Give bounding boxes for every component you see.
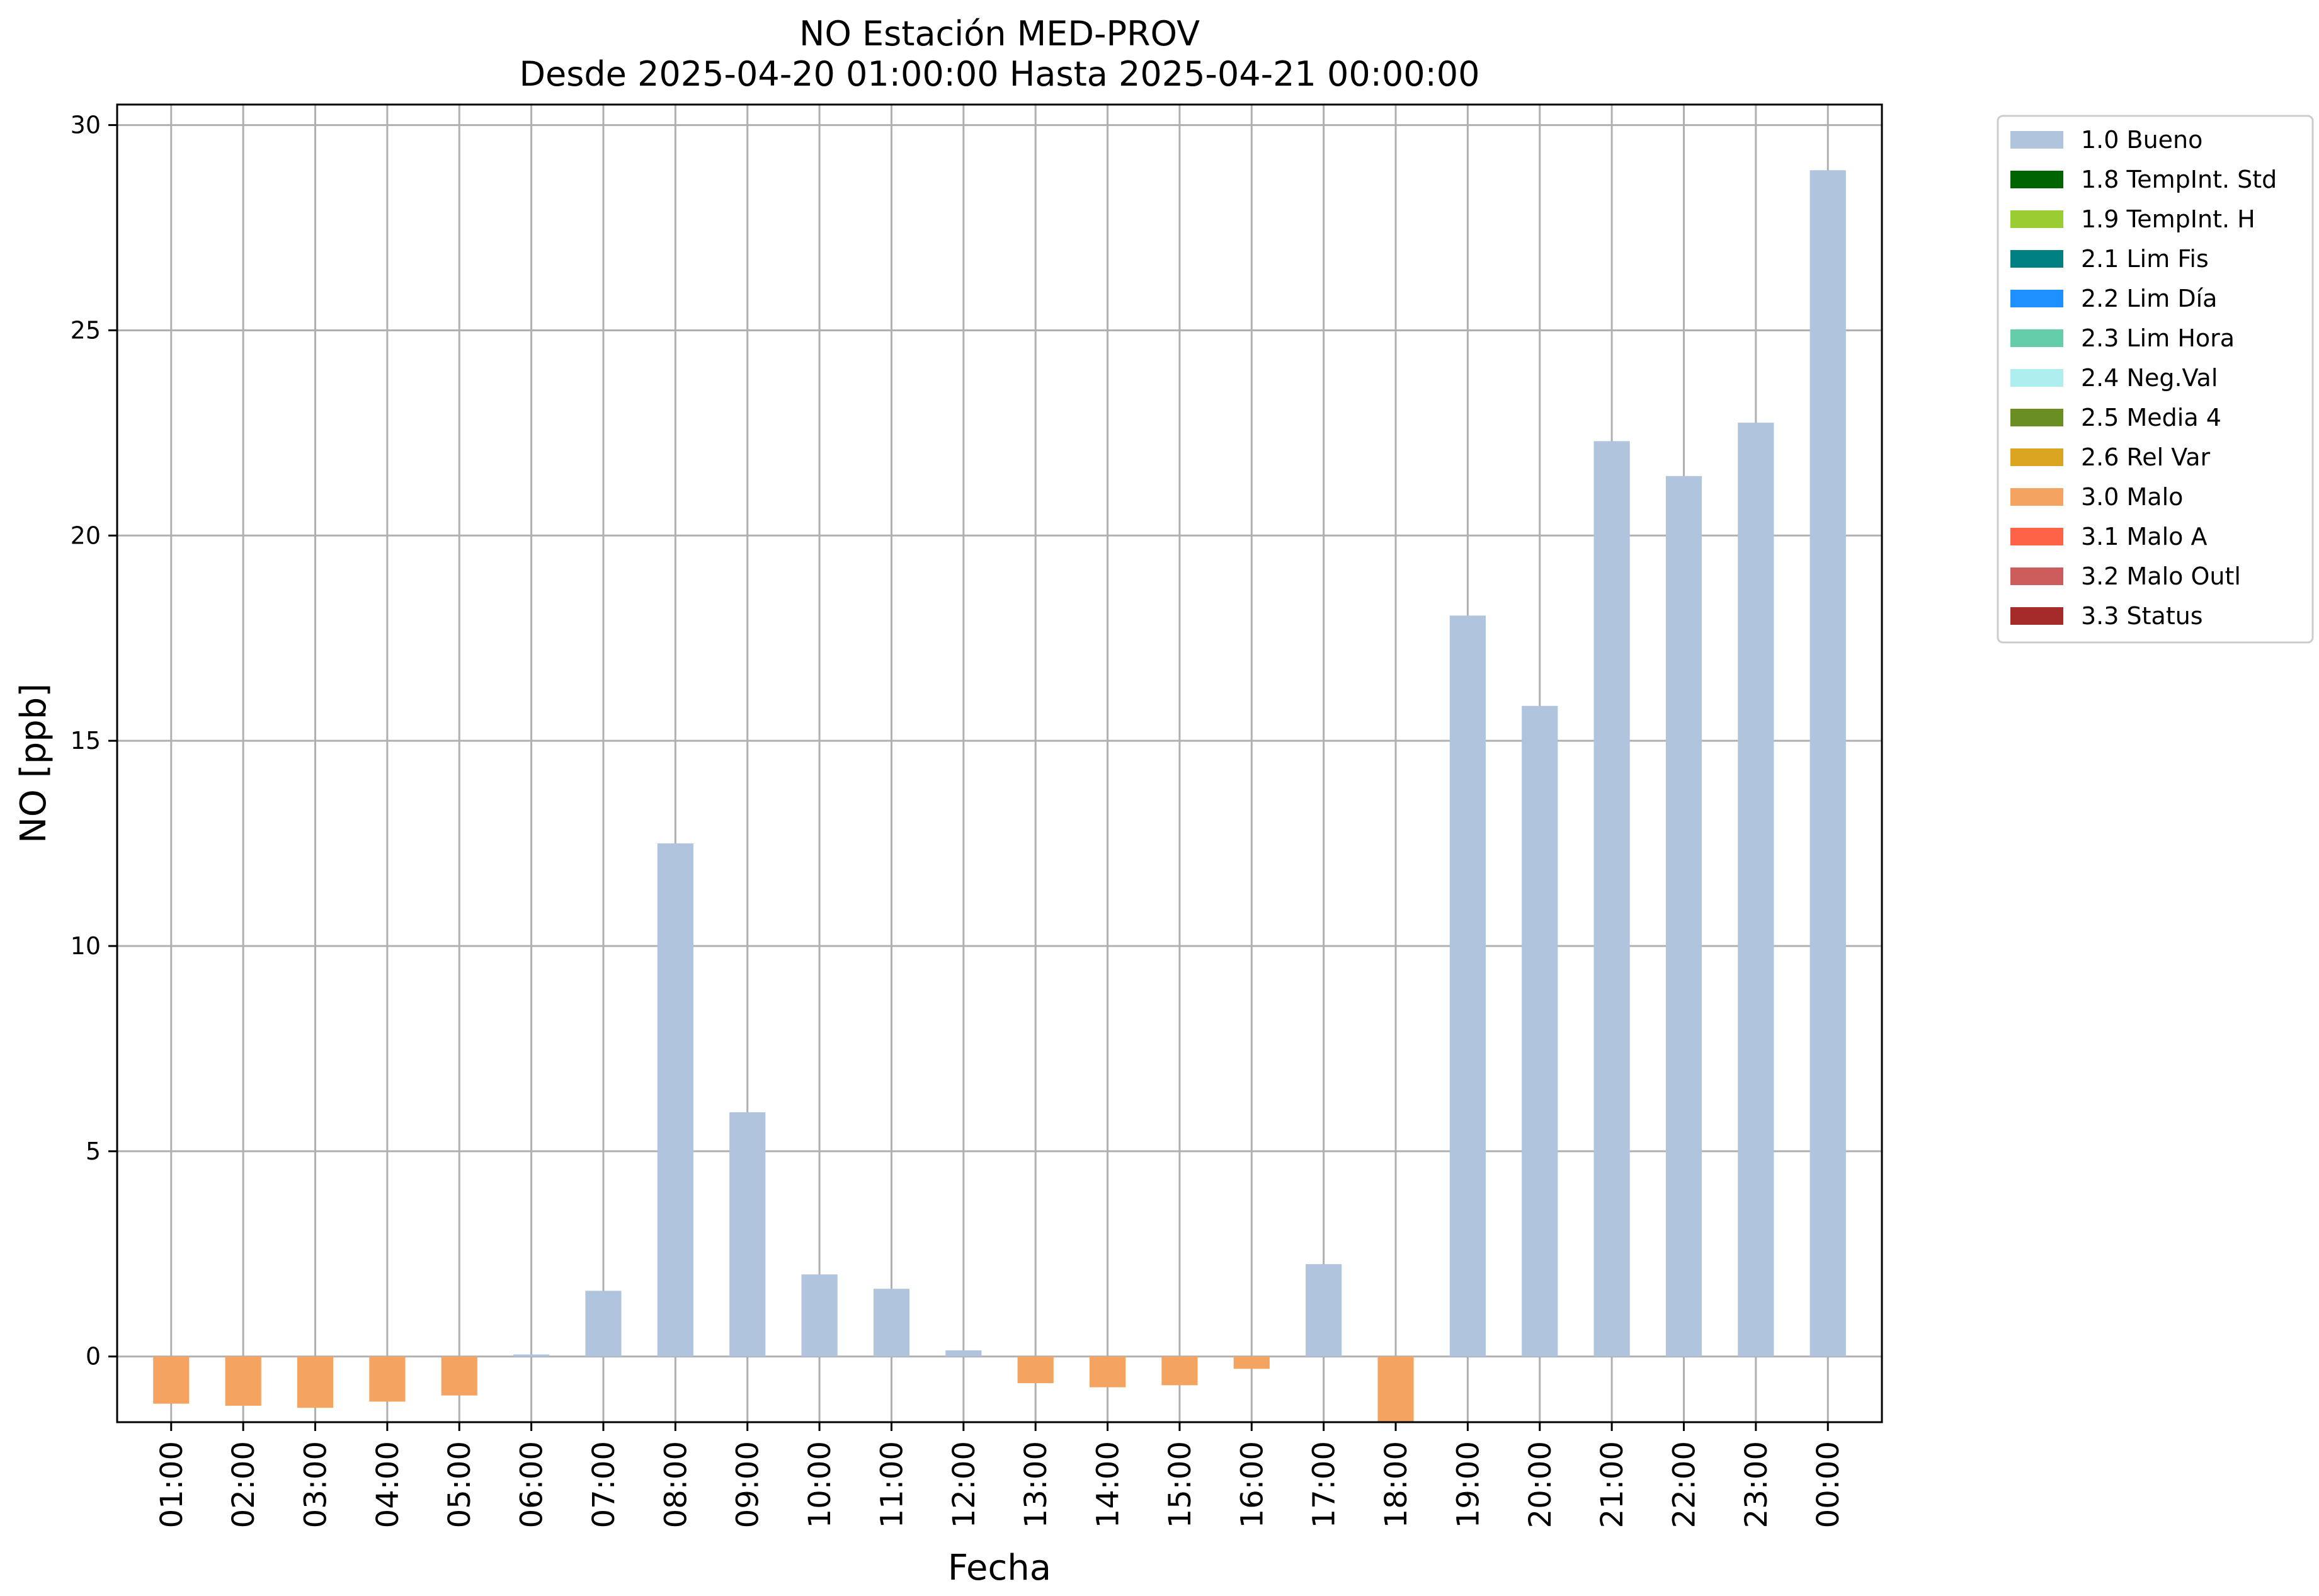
x-tick-label: 02:00 [226,1441,261,1528]
y-tick-label: 25 [71,316,101,344]
x-tick-label: 04:00 [370,1441,406,1528]
bar [297,1356,334,1408]
bar [225,1356,261,1406]
bar [729,1112,766,1357]
legend-label: 2.2 Lim Día [2081,285,2217,312]
legend-swatch [2010,528,2063,545]
x-tick-label: 13:00 [1018,1441,1054,1528]
x-tick-label: 08:00 [658,1441,693,1528]
legend-label: 1.0 Bueno [2081,126,2202,154]
legend-label: 3.3 Status [2081,602,2203,630]
legend-swatch [2010,409,2063,426]
x-tick-label: 06:00 [515,1441,550,1528]
bar [945,1350,982,1357]
x-axis-ticks: 01:00 02:00 03:00 04:00 05:00 06:00 07:00 08:00… [154,1422,1846,1528]
bar [1809,170,1846,1357]
legend-label: 2.3 Lim Hora [2081,324,2235,352]
x-tick-label: 18:00 [1379,1441,1414,1528]
x-tick-label: 17:00 [1307,1441,1342,1528]
legend-swatch [2010,210,2063,228]
x-tick-label: 07:00 [586,1441,622,1528]
bar [1306,1264,1342,1357]
bar [1522,705,1558,1357]
bar [1089,1356,1126,1388]
legend-swatch [2010,488,2063,506]
bar [1449,615,1486,1357]
legend-swatch [2010,448,2063,466]
x-tick-label: 03:00 [299,1441,334,1528]
legend-swatch [2010,131,2063,149]
bar [369,1356,406,1402]
x-tick-label: 10:00 [802,1441,838,1528]
legend-label: 3.1 Malo A [2081,523,2207,550]
legend-label: 2.6 Rel Var [2081,443,2211,471]
legend-label: 2.5 Media 4 [2081,404,2221,431]
bar [1593,441,1630,1357]
x-tick-label: 00:00 [1811,1441,1846,1528]
bar [1377,1356,1414,1422]
y-axis-ticks: 0 5 10 15 20 25 30 [71,111,117,1371]
legend-swatch [2010,607,2063,625]
legend-swatch [2010,567,2063,585]
y-tick-label: 30 [71,111,101,139]
x-tick-label: 15:00 [1163,1441,1198,1528]
bar [1161,1356,1198,1386]
legend-swatch [2010,329,2063,347]
x-tick-label: 12:00 [947,1441,982,1528]
y-tick-label: 15 [71,727,101,755]
bar [1233,1356,1270,1369]
legend-swatch [2010,250,2063,268]
legend-label: 2.1 Lim Fis [2081,245,2209,273]
x-tick-label: 14:00 [1091,1441,1126,1528]
bar [153,1356,190,1404]
x-tick-label: 01:00 [154,1441,190,1528]
bars [153,170,1846,1422]
bar [585,1291,622,1357]
legend: 1.0 Bueno 1.8 TempInt. Std 1.9 TempInt. H 2… [1997,115,2314,644]
chart-title: NO Estación MED-PROV [799,14,1200,54]
bar [1017,1356,1054,1384]
legend-label: 3.2 Malo Outl [2081,562,2241,590]
x-tick-label: 09:00 [731,1441,766,1528]
x-tick-label: 23:00 [1739,1441,1774,1528]
x-tick-label: 22:00 [1667,1441,1702,1528]
x-axis-label: Fecha [948,1548,1051,1588]
y-tick-label: 20 [71,522,101,549]
legend-label: 2.4 Neg.Val [2081,364,2218,392]
y-tick-label: 0 [86,1343,101,1371]
x-tick-label: 20:00 [1523,1441,1558,1528]
x-tick-label: 21:00 [1595,1441,1630,1528]
bar [1665,476,1702,1357]
legend-frame [1997,115,2314,644]
legend-label: 1.9 TempInt. H [2081,205,2255,233]
bar [657,843,693,1357]
bar [441,1356,477,1396]
legend-swatch [2010,369,2063,387]
bar [1738,423,1774,1357]
plot-area-frame [116,103,1883,1423]
legend-swatch [2010,290,2063,307]
legend-label: 3.0 Malo [2081,483,2183,511]
y-tick-label: 10 [71,932,101,960]
chart-subtitle: Desde 2025-04-20 01:00:00 Hasta 2025-04-… [519,54,1479,94]
bar [873,1289,910,1357]
x-tick-label: 05:00 [442,1441,477,1528]
bar [513,1354,550,1357]
bar [801,1274,838,1357]
legend-label: 1.8 TempInt. Std [2081,166,2277,193]
x-tick-label: 19:00 [1450,1441,1486,1528]
legend-swatch [2010,171,2063,188]
y-tick-label: 5 [86,1137,101,1165]
x-tick-label: 16:00 [1234,1441,1270,1528]
y-axis-label: NO [ppb] [13,683,54,843]
x-tick-label: 11:00 [874,1441,909,1528]
